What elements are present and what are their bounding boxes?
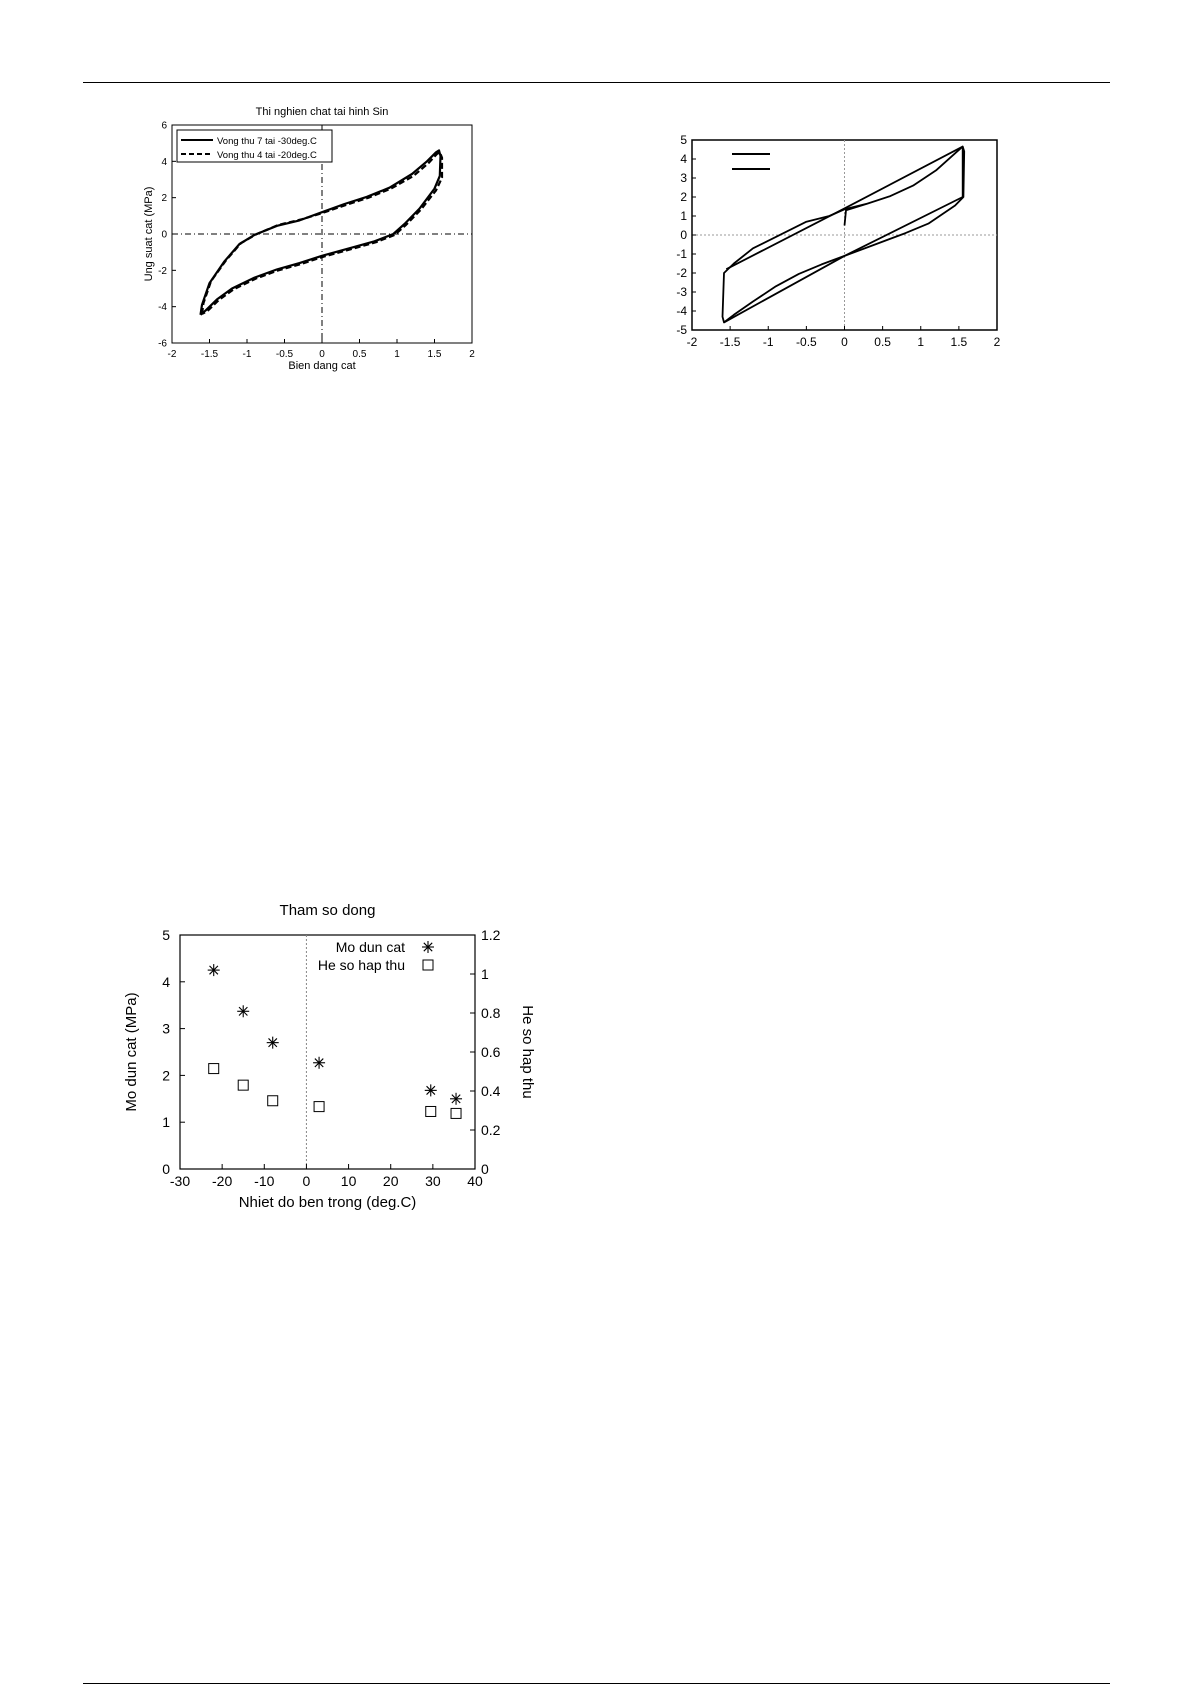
y-tick-label: -6 [158, 339, 167, 350]
data-point-square [313, 1101, 325, 1113]
y-tick-label: -3 [676, 285, 687, 299]
y-tick-label: 0 [161, 230, 167, 241]
legend-entry: Mo dun cat [336, 939, 405, 955]
chart-title: Thi nghien chat tai hinh Sin [256, 106, 389, 118]
x-tick-label: -2 [168, 349, 177, 360]
y-tick-label: 2 [680, 190, 687, 204]
data-point-square [450, 1107, 462, 1119]
top-rule [83, 82, 1110, 83]
chart-title: Tham so dong [280, 902, 376, 919]
legend-entry: Vong thu 4 tai -20deg.C [217, 150, 317, 161]
y2-tick-label: 1.2 [481, 927, 501, 943]
series-line-1 [199, 149, 442, 316]
y-tick-label: -5 [676, 323, 687, 337]
x-tick-label: -1 [243, 349, 252, 360]
y-tick-label: 4 [680, 152, 687, 166]
y2-tick-label: 1 [481, 966, 489, 982]
data-point-square [237, 1079, 249, 1091]
y-tick-label: 2 [161, 193, 167, 204]
x-tick-label: 30 [425, 1173, 441, 1189]
data-point-asterisk [237, 1005, 250, 1018]
legend-entry: Vong thu 7 tai -30deg.C [217, 136, 317, 147]
y-tick-label: 3 [162, 1021, 170, 1037]
series-line-1 [721, 145, 966, 324]
x-tick-label: 1 [394, 349, 400, 360]
y-tick-label: -4 [158, 302, 167, 313]
x-tick-label: 0 [319, 349, 325, 360]
y-tick-label: 4 [162, 974, 170, 990]
x-tick-label: 1.5 [951, 335, 968, 349]
x-tick-label: -0.5 [276, 349, 294, 360]
x-tick-label: 2 [469, 349, 475, 360]
data-point-square [208, 1063, 220, 1075]
y-tick-label: 1 [162, 1114, 170, 1130]
x-axis-label: Bien dang cat [288, 360, 355, 372]
x-tick-label: 1.5 [428, 349, 442, 360]
legend-entry: He so hap thu [318, 957, 405, 973]
y-axis-label: Mo dun cat (MPa) [123, 992, 140, 1111]
x-tick-label: -1.5 [201, 349, 219, 360]
y-tick-label: -2 [158, 266, 167, 277]
x-tick-label: -10 [254, 1173, 274, 1189]
x-axis-label: Nhiet do ben trong (deg.C) [239, 1194, 417, 1211]
y-tick-label: 5 [162, 927, 170, 943]
x-tick-label: 40 [467, 1173, 483, 1189]
x-tick-label: -0.5 [796, 335, 817, 349]
y-tick-label: 3 [680, 171, 687, 185]
x-tick-label: 20 [383, 1173, 399, 1189]
y2-tick-label: 0.6 [481, 1044, 501, 1060]
data-point-asterisk [207, 964, 220, 977]
y-tick-label: 0 [162, 1161, 170, 1177]
y2-tick-label: 0.8 [481, 1005, 501, 1021]
legend-box [176, 129, 333, 163]
y-tick-label: 6 [161, 121, 167, 132]
y-tick-label: 0 [680, 228, 687, 242]
y2-tick-label: 0.4 [481, 1083, 501, 1099]
bottom-rule [83, 1683, 1110, 1684]
x-tick-label: -30 [170, 1173, 190, 1189]
data-point-asterisk [313, 1056, 326, 1069]
data-point-asterisk [424, 1084, 437, 1097]
y2-tick-label: 0.2 [481, 1122, 501, 1138]
y-tick-label: 1 [680, 209, 687, 223]
x-tick-label: 0.5 [353, 349, 367, 360]
legend-marker-square [422, 959, 434, 971]
x-tick-label: -1.5 [720, 335, 741, 349]
data-point-asterisk [266, 1036, 279, 1049]
data-point-square [425, 1105, 437, 1117]
data-point-square [267, 1095, 279, 1107]
y-tick-label: 5 [680, 133, 687, 147]
series-line-2 [723, 145, 964, 324]
x-tick-label: 10 [341, 1173, 357, 1189]
y-tick-label: 2 [162, 1067, 170, 1083]
x-tick-label: 0 [841, 335, 848, 349]
y-tick-label: -2 [676, 266, 687, 280]
x-tick-label: 0 [303, 1173, 311, 1189]
legend-marker-asterisk [422, 941, 434, 953]
x-tick-label: 0.5 [874, 335, 891, 349]
x-tick-label: -1 [763, 335, 774, 349]
chart-sinusoidal-loading: -2 -1.5 -1 -0.5 0 0.5 1 1.5 2 -6 -4 -2 0 2 4 6 Thi nghie… [143, 106, 475, 372]
x-tick-label: -2 [687, 335, 698, 349]
chart-dynamic-parameters: -30 -20 -10 0 10 20 30 4001234500.20.40.60.811.… [123, 902, 536, 1211]
data-point-asterisk [450, 1092, 463, 1105]
chart-hysteresis-model: -2 -1.5 -1 -0.5 0 0.5 1 1.5 2 -5 -4 -3 -2 -1 0 1 2 3 4 5 [676, 133, 1001, 349]
y2-tick-label: 0 [481, 1161, 489, 1177]
y-axis-label: Ung suat cat (MPa) [143, 187, 155, 282]
series-line-2 [200, 151, 444, 315]
y-tick-label: -1 [676, 247, 687, 261]
y2-axis-label: He so hap thu [519, 1005, 536, 1098]
x-tick-label: 1 [917, 335, 924, 349]
y-tick-label: -4 [676, 304, 687, 318]
y-tick-label: 4 [161, 157, 167, 168]
x-tick-label: -20 [212, 1173, 232, 1189]
x-tick-label: 2 [994, 335, 1001, 349]
